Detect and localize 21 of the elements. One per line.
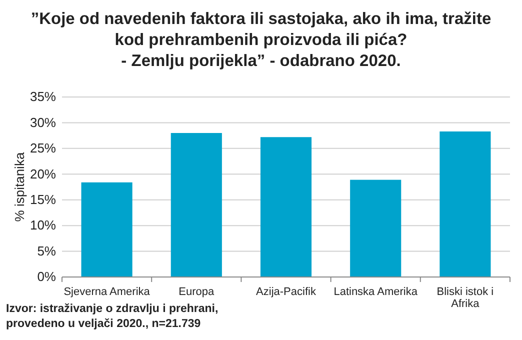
y-tick-label: 30%: [30, 114, 56, 130]
x-tick-label: Azija-Pacifik: [256, 286, 316, 298]
x-tick-label: Sjeverna Amerika: [64, 286, 151, 298]
bar: [170, 133, 222, 277]
chart-title: ”Koje od navedenih faktora ili sastojaka, ako ih ima, tražite kod prehrambenih proizvoda ili pića? - Zemlju porijekla” - odabrano 2020.: [30, 10, 492, 70]
x-tick-label: Bliski istok i Afrika: [436, 286, 494, 310]
y-tick-label: 10%: [30, 218, 56, 233]
bar: [440, 131, 491, 277]
y-axis-title: % ispitanika: [12, 152, 27, 222]
y-tick-label: 15%: [30, 192, 56, 208]
bar: [81, 182, 132, 277]
bar: [350, 180, 402, 277]
y-tick-label: 25%: [30, 140, 56, 156]
y-tick-label: 0%: [37, 269, 56, 284]
y-tick-label: 20%: [30, 166, 56, 182]
x-tick-label: Latinska Amerika: [334, 286, 418, 298]
text: Izvor: istraživanje o zdravlju i prehrani, provedeno u veljači 2020., n=21.739: [6, 303, 218, 330]
bar: [260, 137, 312, 277]
x-tick-label: Europa: [178, 286, 216, 298]
y-tick-label: 35%: [30, 89, 56, 104]
y-tick-label: 5%: [37, 243, 56, 258]
